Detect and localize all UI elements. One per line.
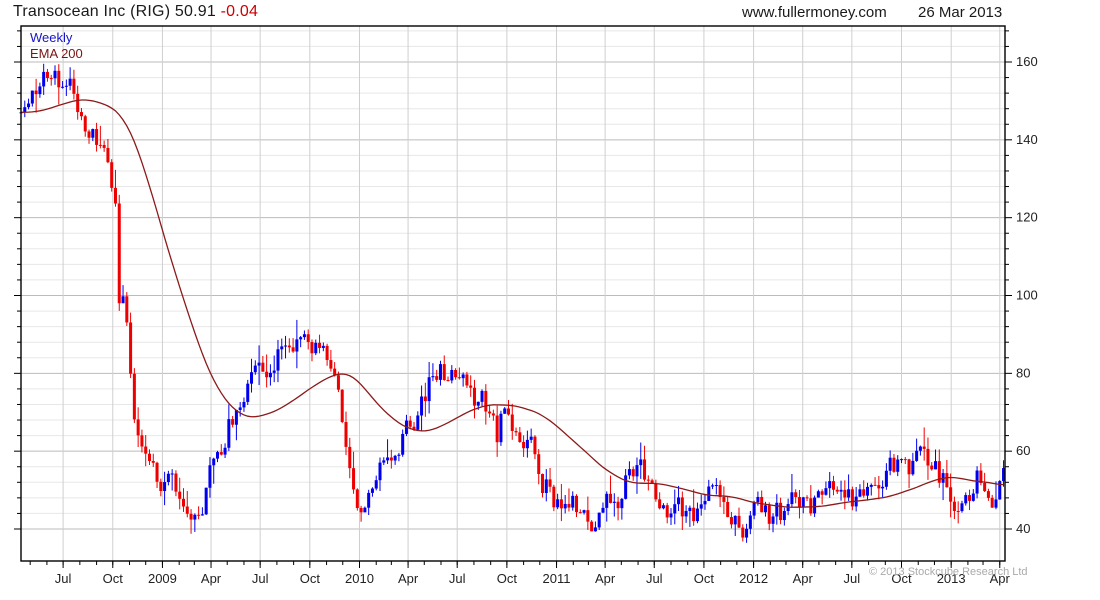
svg-text:160: 160 (1016, 54, 1038, 69)
svg-text:Apr: Apr (201, 571, 222, 586)
svg-text:2012: 2012 (739, 571, 768, 586)
svg-text:60: 60 (1016, 443, 1030, 458)
svg-text:2009: 2009 (148, 571, 177, 586)
svg-text:Apr: Apr (398, 571, 419, 586)
svg-text:Oct: Oct (103, 571, 124, 586)
svg-text:Jul: Jul (449, 571, 466, 586)
svg-text:40: 40 (1016, 521, 1030, 536)
svg-text:2011: 2011 (543, 571, 571, 586)
svg-text:Apr: Apr (793, 571, 814, 586)
svg-text:Jul: Jul (844, 571, 861, 586)
svg-text:2010: 2010 (345, 571, 374, 586)
svg-text:Oct: Oct (300, 571, 321, 586)
svg-text:100: 100 (1016, 288, 1038, 303)
svg-text:120: 120 (1016, 210, 1038, 225)
svg-text:Jul: Jul (646, 571, 663, 586)
svg-text:Jul: Jul (252, 571, 269, 586)
svg-text:140: 140 (1016, 132, 1038, 147)
svg-text:Jul: Jul (55, 571, 72, 586)
svg-text:Oct: Oct (694, 571, 715, 586)
svg-text:Oct: Oct (497, 571, 518, 586)
svg-text:Apr: Apr (595, 571, 616, 586)
svg-text:80: 80 (1016, 365, 1030, 380)
